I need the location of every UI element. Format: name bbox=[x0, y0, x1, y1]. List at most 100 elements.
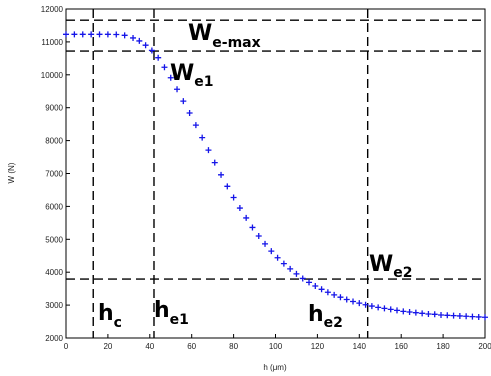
w-emax-label-main: W bbox=[188, 21, 212, 46]
data-point bbox=[425, 310, 432, 317]
w-emax-label-subscript: e-max bbox=[212, 35, 260, 51]
h-c-label-main: h bbox=[98, 301, 114, 326]
data-point bbox=[337, 294, 344, 301]
plot-frame bbox=[65, 8, 486, 339]
data-point bbox=[456, 312, 463, 319]
data-point bbox=[205, 147, 212, 154]
data-point bbox=[362, 301, 369, 308]
data-point bbox=[431, 311, 438, 318]
data-point bbox=[412, 309, 419, 316]
data-point bbox=[444, 312, 451, 319]
data-point bbox=[148, 47, 155, 54]
h-e1-label: he1 bbox=[154, 298, 189, 328]
data-point bbox=[343, 296, 350, 303]
data-point bbox=[155, 54, 162, 61]
data-point bbox=[113, 31, 120, 38]
data-point bbox=[299, 275, 306, 282]
data-point bbox=[121, 32, 128, 39]
data-point bbox=[312, 283, 319, 290]
h-c-label-subscript: c bbox=[114, 315, 122, 331]
data-point bbox=[243, 214, 250, 221]
x-tick-label: 0 bbox=[64, 342, 69, 351]
w-e2-label-subscript: e2 bbox=[393, 265, 412, 281]
x-tick-label: 140 bbox=[353, 342, 367, 351]
y-tick-label: 11000 bbox=[41, 38, 63, 47]
data-point bbox=[318, 286, 325, 293]
data-point bbox=[331, 291, 338, 298]
data-point bbox=[262, 240, 269, 247]
y-tick-label: 8000 bbox=[45, 137, 63, 146]
data-point bbox=[475, 313, 482, 320]
data-point bbox=[230, 194, 237, 201]
x-tick-label: 100 bbox=[269, 342, 283, 351]
x-tick-label: 180 bbox=[436, 342, 450, 351]
x-tick-label: 200 bbox=[478, 342, 491, 351]
data-point bbox=[350, 298, 357, 305]
x-tick-label: 40 bbox=[145, 342, 154, 351]
y-tick-label: 4000 bbox=[45, 268, 63, 277]
h-e2-label: he2 bbox=[308, 302, 343, 331]
w-e2-label-main: W bbox=[369, 252, 393, 277]
data-point bbox=[218, 171, 225, 178]
x-tick-label: 80 bbox=[229, 342, 238, 351]
x-axis-title: h (μm) bbox=[263, 363, 287, 372]
h-e1-label-subscript: e1 bbox=[170, 312, 189, 328]
data-point bbox=[136, 37, 143, 44]
data-point bbox=[161, 64, 168, 71]
w-e1-label: We1 bbox=[170, 61, 214, 90]
y-tick-label: 7000 bbox=[45, 170, 63, 179]
data-point bbox=[180, 98, 187, 105]
data-point bbox=[199, 134, 206, 141]
y-tick-label: 12000 bbox=[41, 5, 64, 14]
w-e1-label-main: W bbox=[170, 61, 194, 86]
data-point bbox=[293, 270, 300, 277]
data-point bbox=[192, 122, 199, 129]
w-e2-label: We2 bbox=[369, 252, 413, 281]
y-axis-title: W (N) bbox=[7, 162, 16, 183]
x-tick-label: 120 bbox=[311, 342, 325, 351]
data-point bbox=[306, 279, 313, 286]
data-points bbox=[63, 31, 488, 321]
y-tick-label: 2000 bbox=[45, 334, 63, 343]
y-tick-label: 9000 bbox=[45, 104, 63, 113]
h-e2-label-main: h bbox=[308, 302, 324, 327]
data-point bbox=[280, 260, 287, 267]
data-point bbox=[88, 31, 95, 38]
data-point bbox=[368, 303, 375, 310]
h-e2-label-subscript: e2 bbox=[324, 315, 343, 331]
x-tick-label: 20 bbox=[103, 342, 112, 351]
data-point bbox=[174, 86, 181, 93]
y-tick-label: 3000 bbox=[45, 301, 63, 310]
data-point bbox=[268, 248, 275, 255]
data-point bbox=[400, 308, 407, 315]
data-point bbox=[406, 309, 413, 316]
data-point bbox=[186, 109, 193, 116]
data-point bbox=[167, 74, 174, 81]
data-point bbox=[71, 31, 78, 38]
data-point bbox=[274, 254, 281, 261]
data-point bbox=[375, 304, 382, 311]
data-point bbox=[224, 183, 231, 190]
data-point bbox=[482, 314, 488, 321]
data-point bbox=[63, 31, 69, 38]
data-point bbox=[79, 31, 86, 38]
axis-ticks: 0 20 40 60 80 100 120 140 160 180 200 2000 3000 4000 5… bbox=[41, 5, 491, 351]
data-point bbox=[130, 34, 137, 41]
data-point bbox=[356, 300, 363, 307]
data-point bbox=[287, 265, 294, 272]
data-point bbox=[419, 310, 426, 317]
data-point bbox=[394, 307, 401, 314]
data-point bbox=[249, 224, 256, 231]
w-e1-label-subscript: e1 bbox=[194, 74, 213, 90]
x-tick-label: 60 bbox=[187, 342, 196, 351]
y-tick-label: 6000 bbox=[45, 202, 63, 211]
y-tick-label: 10000 bbox=[41, 71, 64, 80]
y-tick-label: 5000 bbox=[45, 235, 63, 244]
data-point bbox=[255, 233, 262, 240]
data-point bbox=[104, 31, 111, 38]
reference-lines bbox=[66, 9, 485, 338]
data-point bbox=[387, 306, 394, 313]
x-tick-label: 160 bbox=[395, 342, 409, 351]
